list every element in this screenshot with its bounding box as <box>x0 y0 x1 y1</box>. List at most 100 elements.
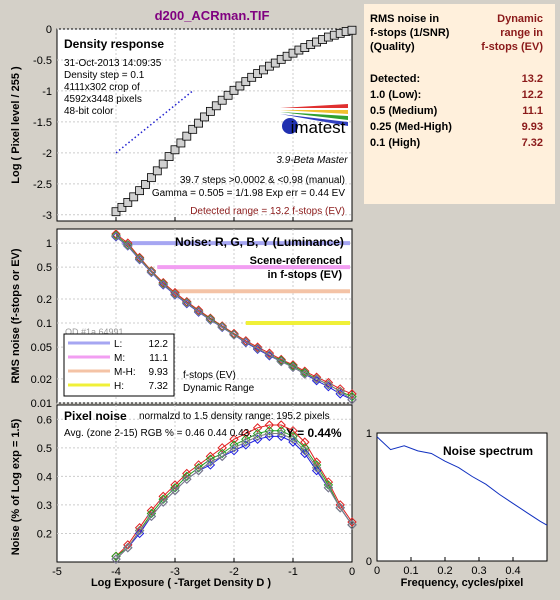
exposure-xlabel: Log Exposure ( -Target Density D ) <box>91 577 271 589</box>
pixel-xtick-label: -3 <box>170 566 180 578</box>
noise-point-G <box>111 230 121 241</box>
pixel-point-Y <box>111 554 121 564</box>
legend-value: 11.1 <box>149 353 168 364</box>
noise-series-line-Y <box>115 235 353 401</box>
legend-key: M-H: <box>114 367 136 378</box>
noise-point-R <box>252 342 263 352</box>
pixel-point-G <box>158 494 168 504</box>
noise-point-Y <box>123 240 133 251</box>
density-point <box>205 106 215 116</box>
spectrum-xlabel: Frequency, cycles/pixel <box>401 577 524 589</box>
pixel-point-G <box>264 425 275 436</box>
dr-rows: Detected: 13.2 1.0 (Low): 12.2 0.5 (Medium) 1… <box>370 73 543 149</box>
pixel-point-Y <box>170 485 180 496</box>
dr-row-label: 0.25 (Med-High) <box>370 121 452 133</box>
density-point <box>141 180 150 189</box>
dr-row-value: 7.32 <box>522 137 543 149</box>
noise-ytick-label: 0.1 <box>37 318 52 330</box>
noise-ytick-label: 1 <box>46 238 52 250</box>
noise-point-B <box>311 376 322 386</box>
pixel-point-G <box>111 551 121 561</box>
pixel-xtick-label: 0 <box>349 566 355 578</box>
pixel-point-G <box>182 471 192 482</box>
density-point <box>211 101 221 111</box>
noise-point-Y <box>158 279 168 290</box>
noise-point-G <box>300 367 310 378</box>
noise-point-G <box>288 361 298 371</box>
noise-point-Y <box>193 306 204 317</box>
density-info-line: 4592x3448 pixels <box>64 94 142 105</box>
pixel-point-G <box>300 443 310 453</box>
density-ylabel: Log ( Pixel level / 255 ) <box>10 66 22 184</box>
spectrum-xtick-label: 0.1 <box>403 565 418 577</box>
spectrum-line <box>376 436 548 526</box>
pixel-point-G <box>205 454 216 464</box>
dr-row-label: 0.5 (Medium) <box>370 105 438 117</box>
dr-row-label: 1.0 (Low): <box>370 89 421 101</box>
legend-key: L: <box>114 339 122 350</box>
pixel-point-Y <box>311 463 322 473</box>
noise-ytick-label: 0.01 <box>31 398 52 410</box>
pixel-point-G <box>241 434 251 444</box>
pixel-noise-panel: -5 -4 -3 -2 -1 0 0.2 0.3 0.4 0.5 0.6 Pixel noise n… <box>37 404 357 578</box>
legend-value: 12.2 <box>149 339 169 350</box>
dr-header-right: Dynamic <box>497 13 543 25</box>
legend-key: M: <box>114 353 125 364</box>
pixel-point-R <box>170 480 180 490</box>
pixel-ytick-label: 0.3 <box>37 500 52 512</box>
pixel-point-Y <box>123 543 133 553</box>
spectrum-series <box>376 436 548 526</box>
pixel-point-G <box>170 483 180 493</box>
dr-header-left: f-stops (1/SNR) <box>370 27 450 39</box>
pixel-ytick-label: 0.2 <box>37 528 52 540</box>
noise-series <box>111 229 357 405</box>
density-point <box>129 192 139 202</box>
pixel-xtick-label: -5 <box>52 566 62 578</box>
noise-point-Y <box>252 343 263 354</box>
pixel-plot-area <box>56 404 353 563</box>
window-title: d200_ACRman.TIF <box>155 8 270 23</box>
noise-point-Y <box>111 231 121 241</box>
spectrum-heading: Noise spectrum <box>443 444 533 458</box>
noise-point-Y <box>335 386 345 397</box>
pixel-series-line-R <box>115 424 353 557</box>
noise-point-R <box>347 389 357 399</box>
noise-ylabel: RMS noise (f-stops or EV) <box>10 248 22 383</box>
density-point <box>200 112 209 122</box>
density-info: 31-Oct-2013 14:09:35 Density step = 0.1 … <box>64 58 162 117</box>
pixel-point-G <box>146 508 157 519</box>
pixel-series <box>111 420 357 564</box>
noise-point-Y <box>205 315 216 325</box>
imatest-logo: imatest 3.9-Beta Master <box>276 104 348 166</box>
density-point <box>158 159 168 169</box>
noise-ticks: 1 0.5 0.2 0.1 0.05 0.02 0.01 <box>31 238 52 410</box>
dr-row-value: 13.2 <box>522 73 543 85</box>
noise-point-Y <box>264 350 275 360</box>
noise-point-Y <box>276 356 286 367</box>
dr-row-label: Detected: <box>370 73 420 85</box>
noise-point-Y <box>229 330 239 340</box>
pixel-ticks: -5 -4 -3 -2 -1 0 0.2 0.3 0.4 0.5 0.6 <box>37 414 355 578</box>
logo-text: imatest <box>291 118 346 137</box>
noise-ytick-label: 0.05 <box>31 342 52 354</box>
dr-table-bg <box>364 4 555 204</box>
pixel-point-Y <box>193 465 204 476</box>
noise-panel: 1 0.5 0.2 0.1 0.05 0.02 0.01 Noise: R, G, B, Y… <box>31 228 357 410</box>
spectrum-plot-area <box>376 432 548 562</box>
density-point <box>176 138 186 148</box>
pixel-point-Y <box>288 434 298 444</box>
pixel-point-R <box>158 491 168 502</box>
density-heading: Density response <box>64 37 164 51</box>
density-point <box>170 145 180 155</box>
density-stats-line1: 39.7 steps >0.0002 & <0.98 (manual) <box>180 175 345 186</box>
density-info-line: 4111x302 crop of <box>64 82 140 93</box>
dr-row-value: 12.2 <box>522 89 543 101</box>
noise-point-Y <box>182 298 192 308</box>
pixel-ytick-label: 0.4 <box>37 471 52 483</box>
density-point <box>152 166 162 176</box>
density-point <box>223 90 233 100</box>
pixel-point-Y <box>205 457 216 467</box>
dr-row-value: 9.93 <box>522 121 543 133</box>
pixel-point-G <box>229 440 239 450</box>
pixel-point-G <box>193 463 204 473</box>
